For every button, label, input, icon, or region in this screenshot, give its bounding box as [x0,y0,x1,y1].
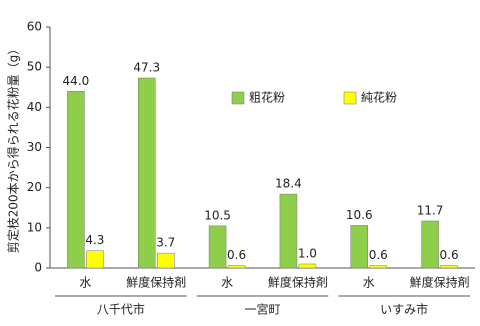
bar [421,220,439,269]
y-tick-label: 20 [27,180,42,194]
legend-label: 粗花粉 [249,90,285,105]
bar [67,91,85,269]
value-label: 0.6 [440,248,459,262]
y-tick-label: 30 [27,140,42,154]
value-label: 10.6 [346,208,373,222]
group-label: 一宮町 [244,302,280,317]
bar [279,193,298,269]
value-label: 0.6 [369,248,388,262]
value-label: 18.4 [275,177,302,191]
y-tick-label: 60 [27,20,42,34]
x-tick-label: 水 [221,276,233,290]
value-label: 0.6 [227,248,246,262]
bar [298,263,317,269]
x-tick-label: 鮮度保持剤 [410,275,470,290]
bar [86,250,104,269]
group-label: いすみ市 [380,302,428,317]
legend-swatch [343,91,357,105]
value-label: 1.0 [298,246,317,260]
bar [440,265,458,269]
value-label: 10.5 [204,208,231,222]
bar [138,77,156,269]
bar [227,265,246,269]
value-label: 47.3 [133,61,160,75]
bar [157,252,175,269]
value-label: 4.3 [85,233,104,247]
x-tick-label: 鮮度保持剤 [126,275,186,290]
x-tick-label: 水 [79,276,91,290]
value-label: 11.7 [417,204,444,218]
y-tick-label: 0 [34,261,42,275]
legend-label: 純花粉 [361,90,397,105]
group-label: 八千代市 [97,302,145,317]
x-tick-label: 水 [363,276,375,290]
bar [350,225,368,269]
bar [369,265,387,269]
value-label: 3.7 [156,236,175,250]
y-tick-label: 10 [27,220,42,234]
y-tick-label: 50 [27,60,42,74]
y-axis-label: 剪定枝200本から得られる花粉量（g） [6,43,21,254]
legend-swatch [231,91,245,105]
x-tick-label: 鮮度保持剤 [268,275,328,290]
y-tick-label: 40 [27,100,42,114]
bar [208,225,227,269]
value-label: 44.0 [63,74,90,88]
